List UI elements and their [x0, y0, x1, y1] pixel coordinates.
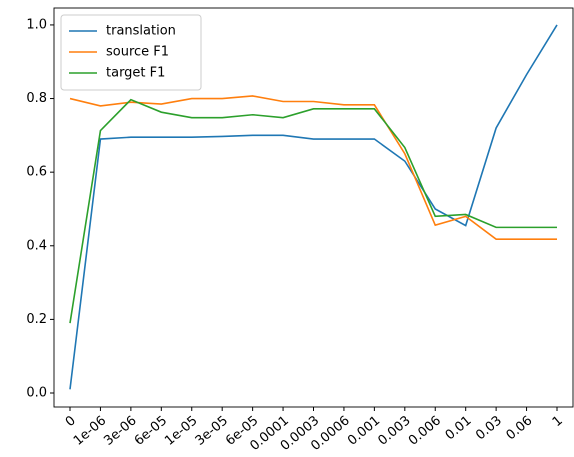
y-tick-label: 1.0 [26, 17, 47, 32]
legend-label: source F1 [106, 45, 169, 60]
line-series [69, 24, 558, 390]
y-tick-label: 0.8 [26, 91, 47, 106]
legend-label: target F1 [106, 66, 165, 81]
legend-label: translation [106, 24, 176, 39]
y-tick-label: 0.4 [26, 238, 47, 253]
y-tick-label: 0.6 [26, 165, 47, 180]
legend-box [60, 14, 202, 91]
line-series [69, 95, 557, 240]
y-tick-label: 0.0 [26, 386, 47, 401]
line-series [69, 98, 557, 324]
plot-frame [53, 7, 574, 408]
y-tick-label: 0.2 [26, 312, 47, 327]
